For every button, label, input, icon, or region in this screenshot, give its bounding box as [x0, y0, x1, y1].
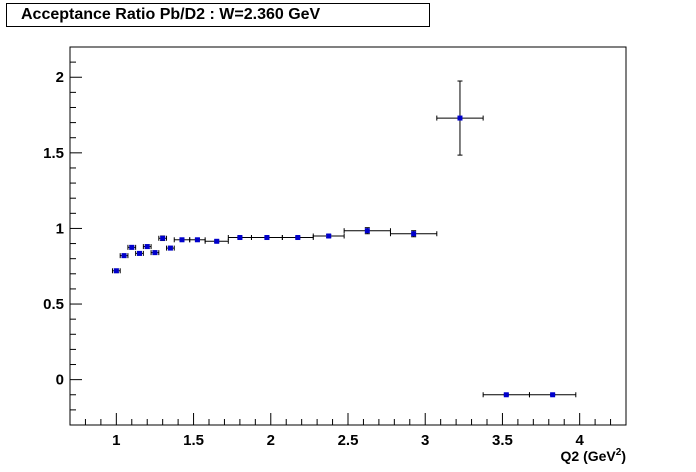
point-marker: [152, 250, 158, 256]
x-tick-label: 2.5: [338, 432, 359, 449]
point-marker: [113, 268, 119, 274]
point-marker: [121, 253, 127, 259]
point-marker: [364, 228, 370, 234]
point-marker: [160, 235, 166, 241]
plot-frame: [69, 46, 627, 426]
data-point: [436, 80, 484, 156]
point-marker: [457, 115, 463, 121]
point-marker: [214, 238, 220, 244]
point-marker: [503, 392, 509, 398]
x-tick-label: 3: [421, 432, 429, 449]
point-marker: [264, 235, 270, 241]
data-point: [119, 253, 129, 259]
data-point: [204, 238, 229, 244]
point-marker: [295, 235, 301, 241]
data-point: [250, 235, 283, 241]
y-tick-label: 0.5: [43, 296, 64, 313]
point-marker: [326, 233, 332, 239]
data-point: [158, 235, 168, 242]
data-point: [173, 237, 191, 243]
point-marker: [411, 231, 417, 237]
data-point: [142, 244, 152, 250]
data-point: [528, 392, 577, 398]
point-marker: [237, 235, 243, 241]
chart-title: Acceptance Ratio Pb/D2 : W=2.360 GeV: [6, 3, 430, 27]
data-point: [166, 245, 175, 251]
point-marker: [144, 244, 150, 250]
y-tick-labels: 0 0.5 1 1.5 2: [43, 69, 64, 388]
y-tick-label: 1: [56, 220, 64, 237]
data-point: [227, 235, 252, 241]
data-point: [281, 235, 314, 241]
data-point: [343, 227, 391, 235]
data-point: [482, 392, 530, 398]
data-point: [111, 268, 121, 274]
point-marker: [194, 237, 200, 243]
point-marker: [129, 244, 135, 250]
data-points: [111, 80, 577, 398]
point-marker: [137, 250, 142, 256]
y-tick-label: 0: [56, 372, 64, 389]
point-marker: [167, 245, 173, 251]
x-tick-label: 1: [112, 432, 120, 449]
x-tick-labels: 1 1.5 2 2.5 3 3.5 4: [112, 432, 584, 449]
x-tick-label: 3.5: [492, 432, 513, 449]
point-marker: [550, 392, 556, 398]
x-axis-title: Q2 (GeV2): [561, 447, 626, 464]
data-point: [389, 230, 438, 238]
data-point: [312, 233, 345, 239]
x-tick-label: 1.5: [183, 432, 204, 449]
x-tick-label: 4: [575, 432, 584, 449]
y-tick-label: 2: [56, 69, 64, 86]
point-marker: [179, 237, 185, 243]
data-point: [135, 250, 144, 256]
axis-ticks: [70, 61, 612, 425]
data-point: [127, 244, 137, 250]
y-tick-label: 1.5: [43, 145, 64, 162]
x-tick-label: 2: [267, 432, 275, 449]
data-point: [150, 250, 160, 256]
data-point: [189, 237, 206, 243]
